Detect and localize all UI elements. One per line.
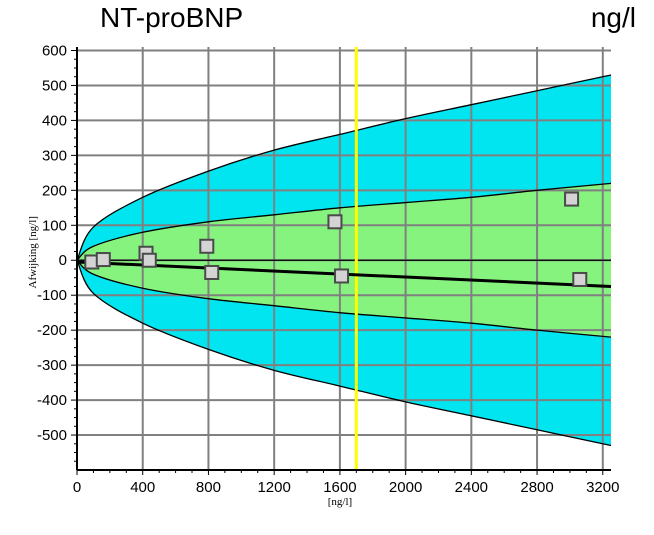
- data-point: [327, 214, 343, 230]
- y-tick-label: -200: [37, 322, 67, 339]
- chart-unit: ng/l: [590, 2, 636, 33]
- band-boundary: [76, 259, 612, 447]
- y-tick-label: 200: [42, 182, 67, 199]
- data-point: [199, 238, 215, 254]
- data-points: [84, 191, 588, 287]
- data-point: [95, 252, 111, 268]
- band-boundary: [76, 259, 612, 338]
- y-tick-label: 400: [42, 112, 67, 129]
- x-tick-label: 3200: [586, 479, 619, 496]
- y-tick-label: 100: [42, 217, 67, 234]
- x-tick-label: 1200: [257, 479, 290, 496]
- data-point: [572, 271, 588, 287]
- axes: [76, 47, 611, 471]
- x-axis-label: [ng/l]: [328, 496, 352, 508]
- y-tick-label: 500: [42, 77, 67, 94]
- x-tick-label: 2800: [520, 479, 553, 496]
- data-point: [334, 268, 350, 284]
- y-tick-label: -100: [37, 287, 67, 304]
- data-point: [204, 264, 220, 280]
- x-tick-label: 0: [73, 479, 81, 496]
- band-boundary: [76, 74, 612, 261]
- x-tick-label: 2400: [455, 479, 488, 496]
- data-point: [564, 191, 580, 207]
- band-boundary: [76, 182, 612, 261]
- x-tick-label: 2000: [389, 479, 422, 496]
- y-tick-label: 300: [42, 147, 67, 164]
- y-tick-label: -500: [37, 427, 67, 444]
- chart-title: NT-proBNP: [100, 2, 244, 33]
- y-tick-label: -400: [37, 392, 67, 409]
- x-tick-label: 800: [196, 479, 221, 496]
- y-tick-label: 0: [59, 252, 67, 269]
- y-axis-ticks: 600 500 400 300 200 100 0 -100 -200 -300 -400 -500: [37, 42, 77, 462]
- band-boundaries: [76, 74, 612, 447]
- y-tick-label: 600: [42, 42, 67, 59]
- y-tick-label: -300: [37, 357, 67, 374]
- data-point: [141, 252, 157, 268]
- x-axis-ticks: 0 400 800 1200 1600 2000 2400 2800 3200: [73, 470, 619, 496]
- x-tick-label: 400: [130, 479, 155, 496]
- x-tick-label: 1600: [323, 479, 356, 496]
- y-axis-label: Afwijking [ng/l]: [27, 216, 39, 288]
